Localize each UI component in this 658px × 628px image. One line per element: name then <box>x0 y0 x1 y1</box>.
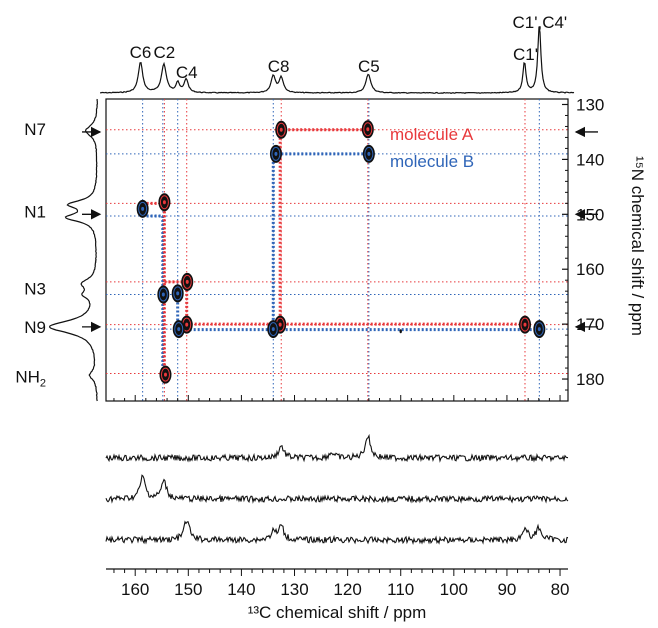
plot-frame <box>105 98 569 402</box>
nitrogen-label: NH2 <box>15 367 46 389</box>
cross-peak-core <box>523 322 527 327</box>
cross-peak <box>181 272 194 291</box>
row-slice-trace <box>105 520 569 545</box>
x-tick-label: 150 <box>174 580 202 599</box>
cross-peak-inner-contour <box>276 122 286 137</box>
carbon-label: C2 <box>154 43 176 62</box>
guide-lines <box>106 99 568 401</box>
cross-peak-core <box>177 327 181 332</box>
cross-peaks <box>136 120 546 384</box>
n15-projection: N7 N1 N3 N9 NH2 <box>15 98 99 402</box>
carbon-label: C1' <box>513 45 538 64</box>
n15-projection-trace <box>48 98 99 402</box>
cross-peak-core <box>271 327 275 332</box>
cross-peak-inner-contour <box>268 322 278 337</box>
x-tick-label: 100 <box>440 580 468 599</box>
cross-peak <box>399 329 402 334</box>
y-tick-label: 160 <box>576 260 604 279</box>
x-axis-label: ¹³C chemical shift / ppm <box>248 603 427 622</box>
carbon-label: C6 <box>130 43 152 62</box>
cross-peak-core <box>161 292 165 297</box>
cross-peak-core <box>274 151 278 156</box>
x-tick-label: 80 <box>551 580 570 599</box>
cross-peak-inner-contour <box>173 286 183 301</box>
y-axis-label: ¹⁵N chemical shift / ppm <box>628 156 647 336</box>
cross-peak-core <box>367 151 371 156</box>
cross-peak-contour <box>399 329 402 334</box>
cross-peak <box>518 315 531 334</box>
carbon-label: C4 <box>176 63 198 82</box>
nitrogen-label: N9 <box>24 318 46 337</box>
cross-peak-inner-contour <box>182 274 192 289</box>
c13-projection-trace <box>100 26 575 94</box>
row-slice-trace <box>105 474 569 504</box>
cross-peak-core <box>278 322 282 327</box>
main-x-ticks <box>113 395 561 401</box>
cross-peak-inner-contour <box>364 146 374 161</box>
cross-peak <box>157 285 170 304</box>
carbon-label: C8 <box>268 57 290 76</box>
cross-peak <box>158 193 171 212</box>
row-slices <box>105 433 569 545</box>
cross-peak-core <box>185 322 189 327</box>
cross-peak-inner-contour <box>160 367 170 382</box>
y-tick-label: 180 <box>576 370 604 389</box>
cross-peak-inner-contour <box>174 322 184 337</box>
cross-peak-core <box>176 291 180 296</box>
y-tick-label: 130 <box>576 95 604 114</box>
cross-peak <box>275 120 288 139</box>
cross-peak-inner-contour <box>158 287 168 302</box>
cross-peak-core <box>366 127 370 132</box>
cross-peak-core <box>163 372 167 377</box>
cross-peak-inner-contour <box>159 195 169 210</box>
cross-peak-inner-contour <box>271 146 281 161</box>
nitrogen-label: N7 <box>24 120 46 139</box>
carbon-label: C5 <box>358 57 380 76</box>
x-tick-label: 90 <box>497 580 516 599</box>
cross-peak-core <box>537 327 541 332</box>
y-tick-label: 150 <box>576 205 604 224</box>
row-arrows <box>82 126 598 333</box>
x-tick-label: 160 <box>121 580 149 599</box>
y-tick-label: 140 <box>576 150 604 169</box>
cross-peak-inner-contour <box>520 317 530 332</box>
cross-peak-inner-contour <box>138 201 148 216</box>
cross-peak-core <box>279 127 283 132</box>
cross-peak-inner-contour <box>363 122 373 137</box>
cross-peak <box>362 144 375 163</box>
cross-peak-core <box>162 200 166 205</box>
cross-peak <box>267 320 280 339</box>
x-axis-ticks: 160 150 140 130 120 110 100 90 80 <box>113 569 570 599</box>
cross-peak <box>533 320 546 339</box>
row-slice-trace <box>105 433 569 463</box>
cross-peak <box>269 144 282 163</box>
nitrogen-label-subscript: 2 <box>40 377 46 389</box>
cross-peak-inner-contour <box>534 322 544 337</box>
y-axis-ticks: 130 140 150 160 170 180 <box>562 95 604 391</box>
cross-peak-core <box>185 279 189 284</box>
cross-peak <box>361 120 374 139</box>
nitrogen-label: N1 <box>24 203 46 222</box>
cross-peak-core <box>141 206 145 211</box>
cross-peak <box>136 199 149 218</box>
nitrogen-label: N3 <box>24 279 46 298</box>
cross-peak <box>171 284 184 303</box>
legend-molecule-a: molecule A <box>390 125 474 144</box>
y-tick-label: 170 <box>576 315 604 334</box>
carbon-label: C1',C4' <box>513 13 568 32</box>
legend-molecule-b: molecule B <box>390 152 474 171</box>
x-tick-label: 140 <box>227 580 255 599</box>
x-axis: 160 150 140 130 120 110 100 90 80 ¹³C chemical s… <box>106 568 570 622</box>
x-tick-label: 130 <box>280 580 308 599</box>
cross-peak <box>159 365 172 384</box>
nitrogen-labels: N7 N1 N3 N9 NH2 <box>15 120 46 389</box>
x-tick-label: 120 <box>333 580 361 599</box>
assignment-paths <box>142 128 540 377</box>
main-plot: 130 140 150 160 170 180 molecule A molecule B… <box>82 95 647 402</box>
cross-peak <box>172 320 185 339</box>
x-tick-label: 110 <box>387 580 414 599</box>
